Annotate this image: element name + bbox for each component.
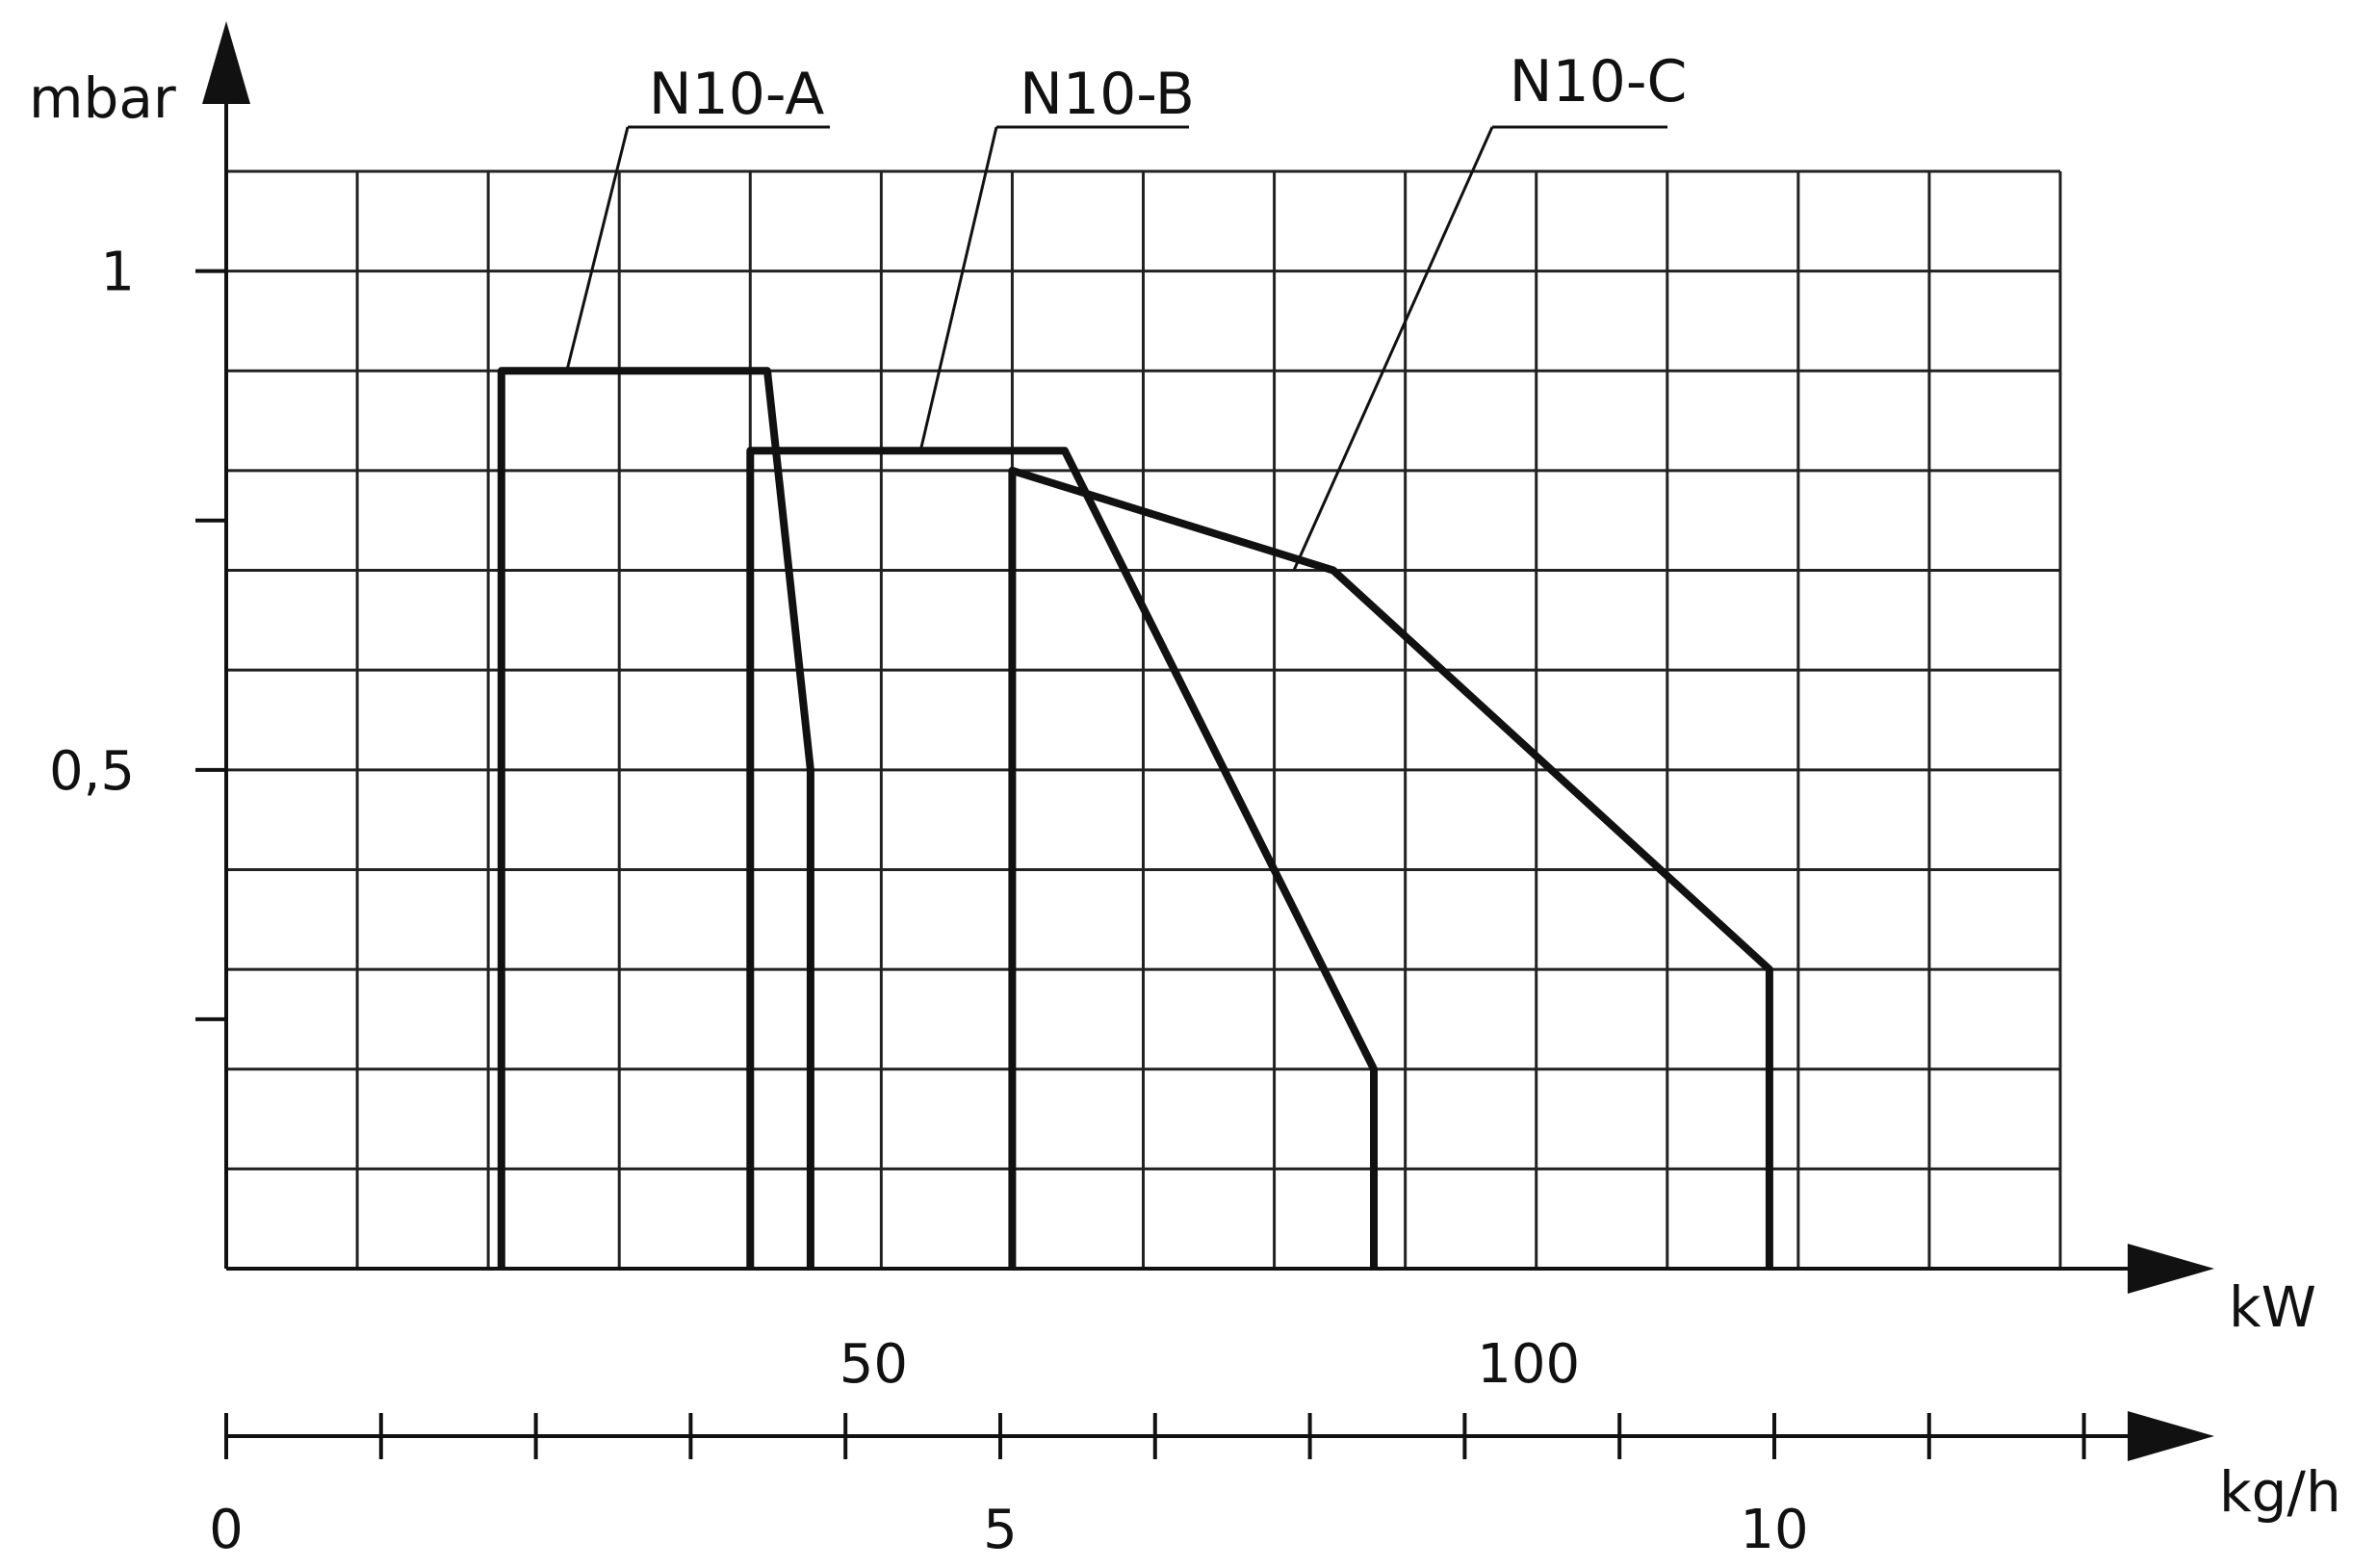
chart-text: 0,5 1 50 100 mbar kW 0 5 10 kg/h N10-A N10-B N10-C — [29, 48, 2341, 1561]
leader-line — [1292, 126, 1494, 572]
y-axis-label: mbar — [29, 65, 176, 131]
series-line-n10-b — [746, 447, 1378, 1269]
leader-line — [565, 126, 630, 372]
grid — [224, 169, 2062, 1269]
axes — [195, 21, 2214, 1461]
secondary-tick-label: 5 — [983, 1499, 1018, 1561]
series-label-n10-c: N10-C — [1510, 48, 1688, 116]
x-axis-label: kW — [2229, 1274, 2316, 1340]
secondary-axis-arrow — [2128, 1411, 2214, 1461]
series-line-n10-a — [497, 367, 814, 1269]
series-label-n10-b: N10-B — [1020, 61, 1195, 128]
x-tick-label: 50 — [840, 1333, 908, 1396]
secondary-tick-label: 10 — [1740, 1499, 1808, 1561]
secondary-axis-label: kg/h — [2219, 1459, 2341, 1525]
y-tick-label: 0,5 — [49, 740, 135, 803]
y-axis-arrow — [202, 21, 250, 104]
y-tick-label: 1 — [100, 242, 135, 304]
x-tick-label: 100 — [1477, 1333, 1580, 1396]
series-label-n10-a: N10-A — [649, 61, 825, 128]
x-axis-arrow — [2128, 1244, 2214, 1294]
series-lines — [497, 367, 1773, 1269]
series-leader-lines — [565, 125, 1667, 572]
series-line-n10-c — [1008, 466, 1773, 1269]
leader-line — [918, 126, 998, 451]
secondary-tick-label: 0 — [209, 1499, 244, 1561]
